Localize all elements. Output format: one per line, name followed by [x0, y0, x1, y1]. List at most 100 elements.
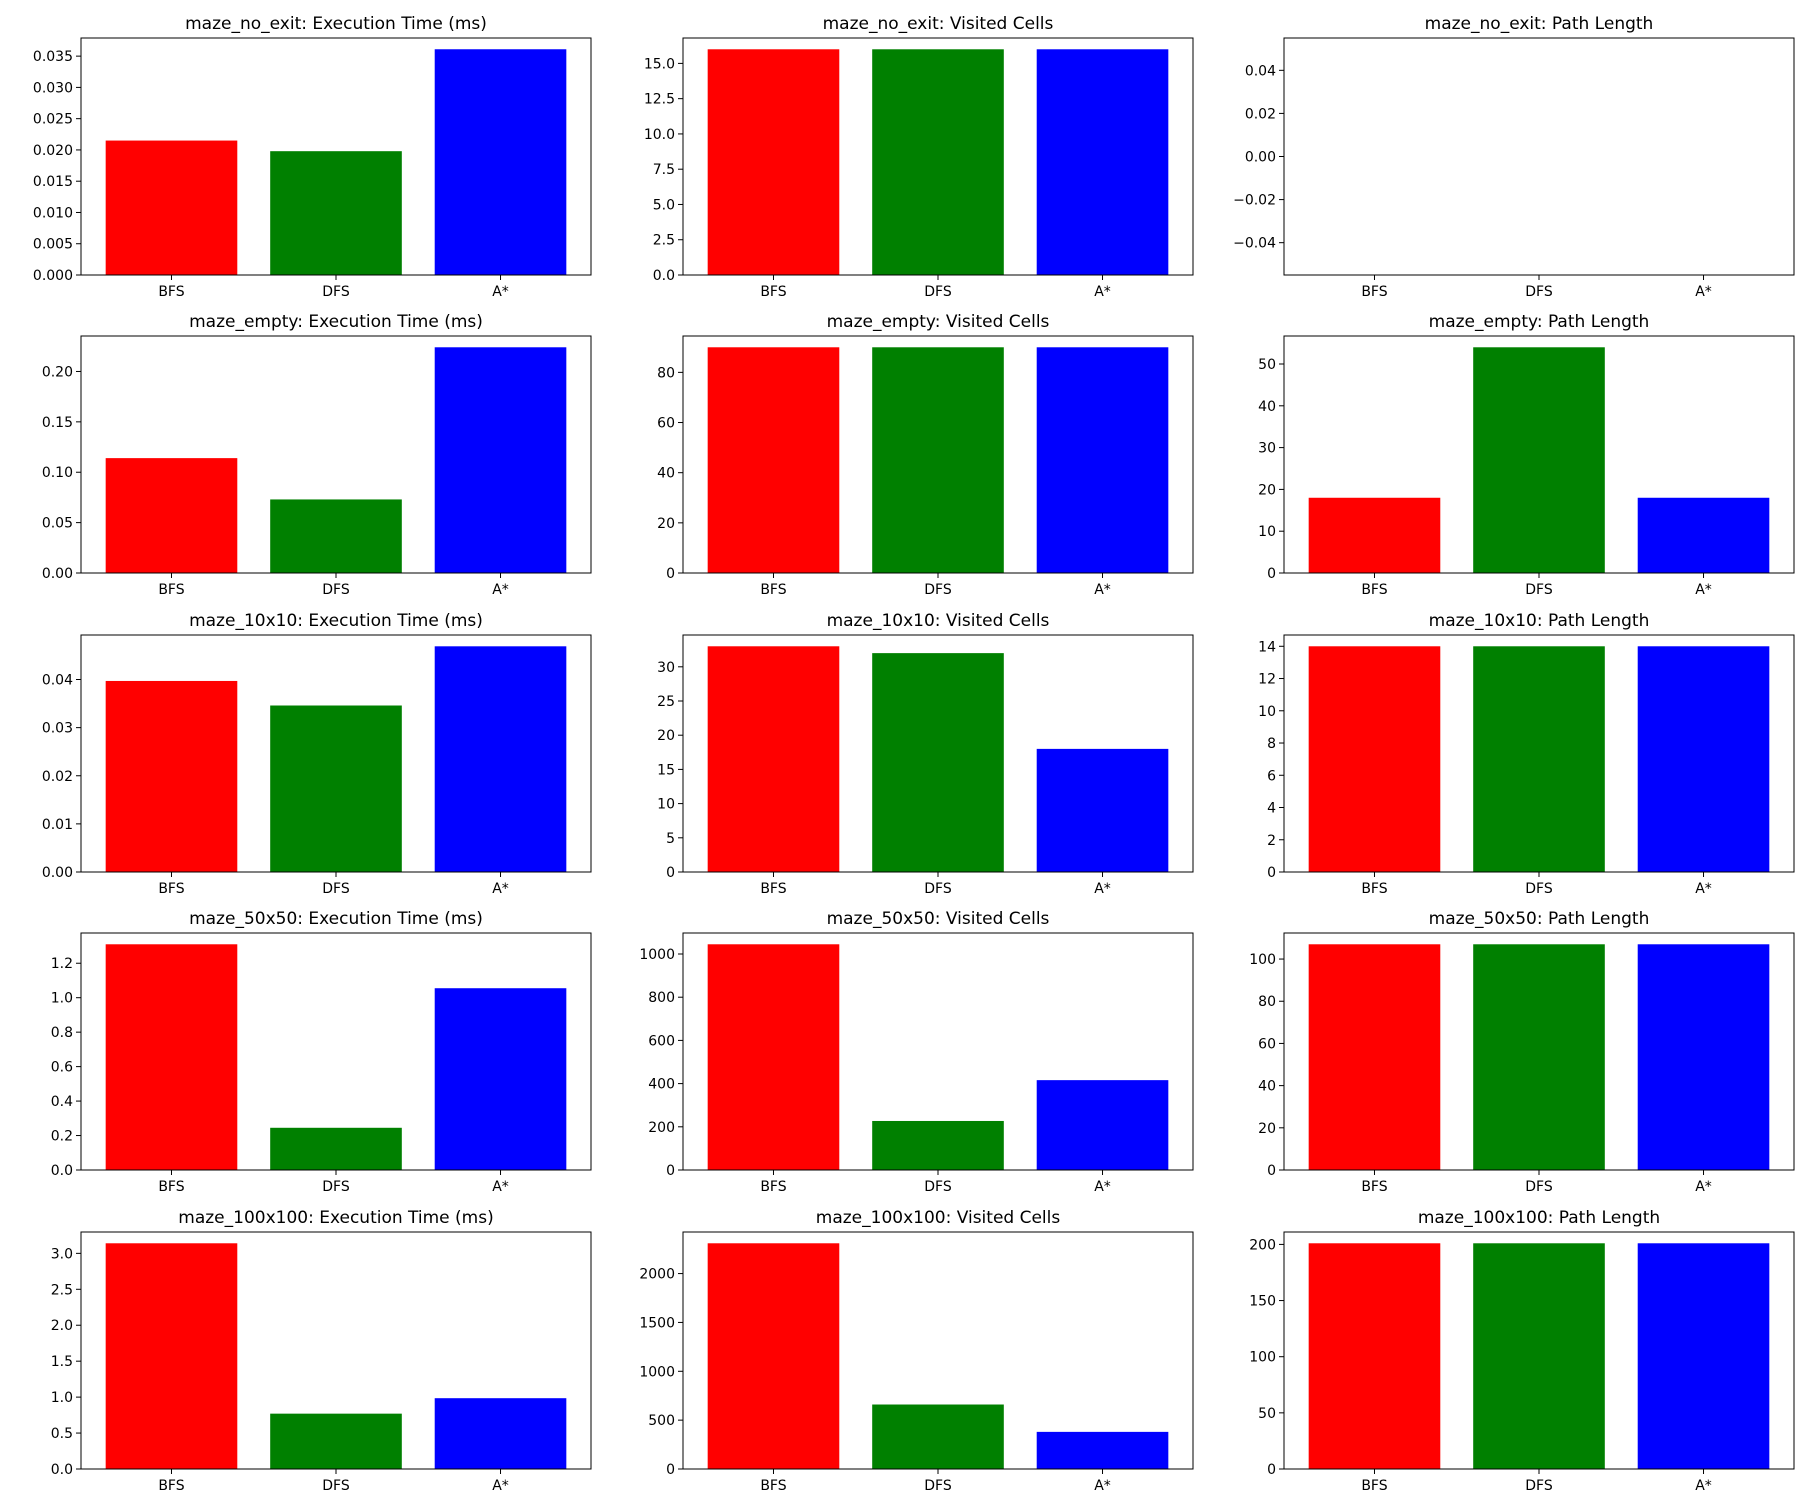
y-tick-label: 4 [1267, 801, 1276, 817]
y-tick-label: 10.0 [644, 127, 675, 143]
subplot-title: maze_empty: Path Length [1429, 312, 1650, 332]
x-tick-label: BFS [760, 1179, 786, 1195]
y-tick-label: 10 [657, 797, 675, 813]
x-tick-label: DFS [322, 582, 350, 598]
bar-astar [434, 988, 567, 1170]
y-tick-label: 30 [657, 660, 675, 676]
y-tick-label: 0 [1267, 1163, 1276, 1179]
y-tick-label: 20 [1258, 482, 1276, 498]
y-tick-label: 20 [657, 516, 675, 532]
x-tick-label: A* [1094, 1478, 1111, 1494]
bar-bfs [707, 49, 840, 276]
y-tick-label: 20 [1258, 1121, 1276, 1137]
y-tick-label: 10 [1258, 704, 1276, 720]
bar-dfs [270, 1127, 402, 1170]
bar-bfs [105, 458, 238, 573]
bar-bfs [105, 1243, 238, 1469]
y-tick-label: 60 [657, 416, 675, 432]
y-tick-label: 14 [1258, 639, 1276, 655]
x-tick-label: A* [492, 582, 509, 598]
subplot-title: maze_10x10: Path Length [1429, 611, 1650, 631]
subplot-9: maze_10x10: Path Length BFS DFS A* 0 2 4 6 8 10 12… [1258, 611, 1795, 897]
bar-dfs [872, 49, 1004, 276]
y-tick-label: 15 [657, 762, 675, 778]
y-tick-label: 0.000 [33, 268, 73, 284]
y-tick-label: 0.04 [1245, 63, 1276, 79]
axes-frame [80, 37, 592, 276]
y-tick-label: 0.05 [42, 516, 73, 532]
subplot-title: maze_empty: Execution Time (ms) [189, 312, 483, 332]
y-tick-label: 50 [1258, 1406, 1276, 1422]
x-tick-label: BFS [760, 284, 786, 300]
x-tick-label: DFS [322, 1179, 350, 1195]
y-tick-label: 0.030 [33, 80, 73, 96]
y-tick-label: 12.5 [644, 92, 675, 108]
y-tick-label: 0.005 [33, 237, 73, 253]
bar-dfs [270, 705, 402, 872]
y-tick-label: 2000 [639, 1267, 675, 1283]
y-tick-label: 0.2 [51, 1129, 73, 1145]
y-tick-label: 1000 [639, 1364, 675, 1380]
y-tick-label: 1000 [639, 947, 675, 963]
axes-frame [80, 335, 592, 574]
bar-dfs [270, 151, 402, 275]
x-tick-label: BFS [1361, 284, 1387, 300]
y-tick-label: −0.02 [1233, 193, 1276, 209]
y-tick-label: 0 [666, 1462, 675, 1478]
bar-bfs [1308, 497, 1441, 573]
bar-dfs [872, 1120, 1004, 1170]
y-tick-label: 0.02 [42, 769, 73, 785]
axes-frame [682, 37, 1194, 276]
x-tick-label: A* [1094, 1179, 1111, 1195]
subplot-title: maze_no_exit: Visited Cells [823, 14, 1054, 34]
axes-frame [1283, 37, 1795, 276]
y-tick-label: 1.2 [51, 956, 73, 972]
axes-frame [1283, 335, 1795, 574]
y-tick-label: 6 [1267, 768, 1276, 784]
x-tick-label: A* [1695, 582, 1712, 598]
y-tick-label: 150 [1249, 1294, 1276, 1310]
y-tick-label: 3.0 [51, 1246, 73, 1262]
x-tick-label: BFS [158, 284, 184, 300]
y-tick-label: 25 [657, 694, 675, 710]
y-tick-label: 20 [657, 728, 675, 744]
axes-frame [682, 932, 1194, 1171]
bar-astar [1637, 1243, 1770, 1469]
y-tick-label: 80 [1258, 994, 1276, 1010]
y-tick-label: 600 [648, 1033, 675, 1049]
y-tick-label: 1.0 [51, 1390, 73, 1406]
x-tick-label: A* [1695, 881, 1712, 897]
axes-frame [682, 335, 1194, 574]
y-tick-label: 0 [1267, 865, 1276, 881]
axes-frame [682, 1231, 1194, 1470]
y-tick-label: 200 [648, 1120, 675, 1136]
bar-bfs [707, 646, 840, 872]
x-tick-label: DFS [924, 582, 952, 598]
subplot-title: maze_10x10: Execution Time (ms) [189, 611, 483, 631]
y-tick-label: 0 [666, 865, 675, 881]
subplot-3: maze_no_exit: Path Length BFS DFS A* −0.04 −0… [1233, 14, 1795, 300]
y-tick-label: 15.0 [644, 56, 675, 72]
bar-dfs [1473, 347, 1605, 573]
bar-astar [1036, 49, 1169, 276]
axes-frame [1283, 932, 1795, 1171]
x-tick-label: BFS [1361, 881, 1387, 897]
y-tick-label: 0.6 [51, 1060, 73, 1076]
y-tick-label: 0.20 [42, 364, 73, 380]
x-tick-label: DFS [924, 1179, 952, 1195]
bar-bfs [105, 140, 238, 275]
bar-astar [1036, 347, 1169, 573]
y-tick-label: 0.010 [33, 205, 73, 221]
y-tick-label: −0.04 [1233, 236, 1276, 252]
x-tick-label: BFS [158, 1478, 184, 1494]
y-tick-label: 0.03 [42, 721, 73, 737]
y-tick-label: 40 [1258, 1079, 1276, 1095]
bar-bfs [1308, 1243, 1441, 1469]
y-tick-label: 1.5 [51, 1354, 73, 1370]
y-tick-label: 0 [1267, 1462, 1276, 1478]
bar-dfs [872, 653, 1004, 872]
subplot-8: maze_10x10: Visited Cells BFS DFS A* 0 5 10 15 2… [657, 611, 1194, 897]
x-tick-label: DFS [1525, 582, 1553, 598]
y-tick-label: 10 [1258, 524, 1276, 540]
